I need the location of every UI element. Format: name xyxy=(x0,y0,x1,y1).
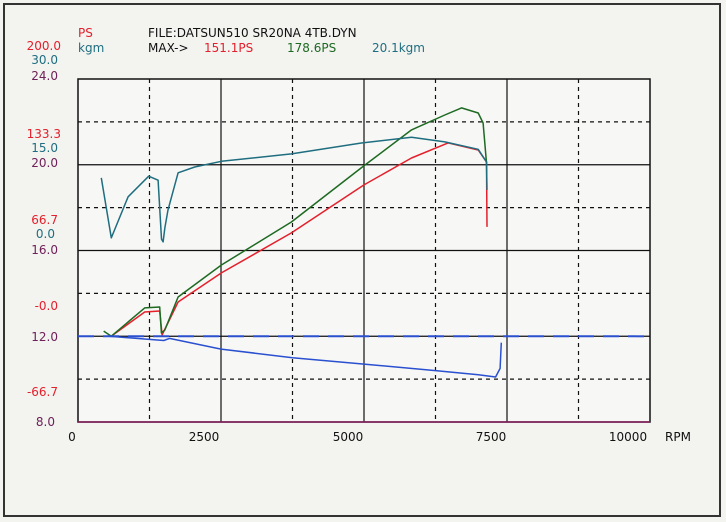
x-tick: 7500 xyxy=(476,430,507,444)
afr-tick: 16.0 xyxy=(31,243,58,257)
ps-tick: -0.0 xyxy=(35,299,58,313)
afr-line xyxy=(109,335,503,378)
grid xyxy=(77,78,651,423)
kgm-tick: 15.0 xyxy=(31,141,58,155)
x-tick: 0 xyxy=(68,430,76,444)
power-ps-green-line xyxy=(103,107,488,337)
ps-unit-label: PS xyxy=(78,26,93,40)
afr-tick: 24.0 xyxy=(31,69,58,83)
kgm-tick: 0.0 xyxy=(36,227,55,241)
kgm-unit-label: kgm xyxy=(78,41,104,55)
torque-kgm-line xyxy=(100,136,488,243)
series-group xyxy=(78,107,650,378)
afr-tick: 8.0 xyxy=(36,415,55,429)
chart-frame xyxy=(3,3,721,517)
max-label: MAX-> xyxy=(148,41,189,55)
x-tick: 2500 xyxy=(189,430,220,444)
max-kgm: 20.1kgm xyxy=(372,41,425,55)
afr-tick: 20.0 xyxy=(31,156,58,170)
ps-tick: 200.0 xyxy=(27,39,61,53)
x-axis-label: RPM xyxy=(665,430,691,444)
x-tick: 5000 xyxy=(333,430,364,444)
max-ps-red: 151.1PS xyxy=(204,41,253,55)
x-tick: 10000 xyxy=(609,430,647,444)
ps-tick: -66.7 xyxy=(27,385,58,399)
file-name: FILE:DATSUN510 SR20NA 4TB.DYN xyxy=(148,26,357,40)
ps-tick: 133.3 xyxy=(27,127,61,141)
kgm-tick: 30.0 xyxy=(31,53,58,67)
max-ps-green: 178.6PS xyxy=(287,41,336,55)
afr-tick: 12.0 xyxy=(31,330,58,344)
ps-tick: 66.7 xyxy=(31,213,58,227)
